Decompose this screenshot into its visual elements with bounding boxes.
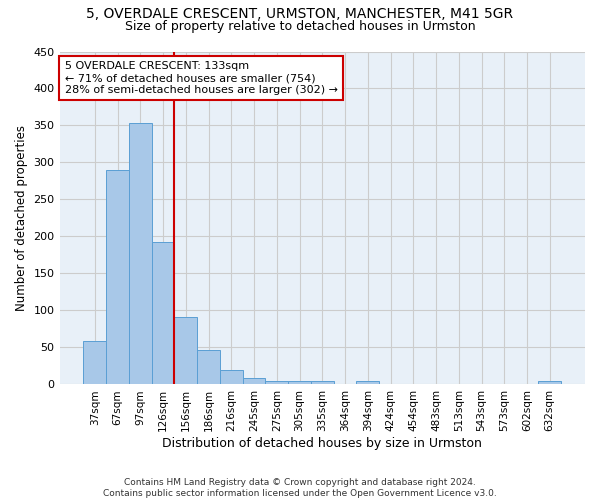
Bar [538,381,561,384]
Bar [356,381,379,384]
Bar [197,350,220,384]
Y-axis label: Number of detached properties: Number of detached properties [15,125,28,311]
Bar [175,317,197,384]
Bar [288,381,311,384]
X-axis label: Distribution of detached houses by size in Urmston: Distribution of detached houses by size … [163,437,482,450]
Bar [129,122,152,384]
Text: 5, OVERDALE CRESCENT, URMSTON, MANCHESTER, M41 5GR: 5, OVERDALE CRESCENT, URMSTON, MANCHESTE… [86,8,514,22]
Bar [83,341,106,384]
Bar [265,381,288,384]
Bar [106,170,129,384]
Bar [311,381,334,384]
Text: Contains HM Land Registry data © Crown copyright and database right 2024.
Contai: Contains HM Land Registry data © Crown c… [103,478,497,498]
Bar [242,378,265,384]
Text: Size of property relative to detached houses in Urmston: Size of property relative to detached ho… [125,20,475,33]
Text: 5 OVERDALE CRESCENT: 133sqm
← 71% of detached houses are smaller (754)
28% of se: 5 OVERDALE CRESCENT: 133sqm ← 71% of det… [65,62,338,94]
Bar [152,242,175,384]
Bar [220,370,242,384]
